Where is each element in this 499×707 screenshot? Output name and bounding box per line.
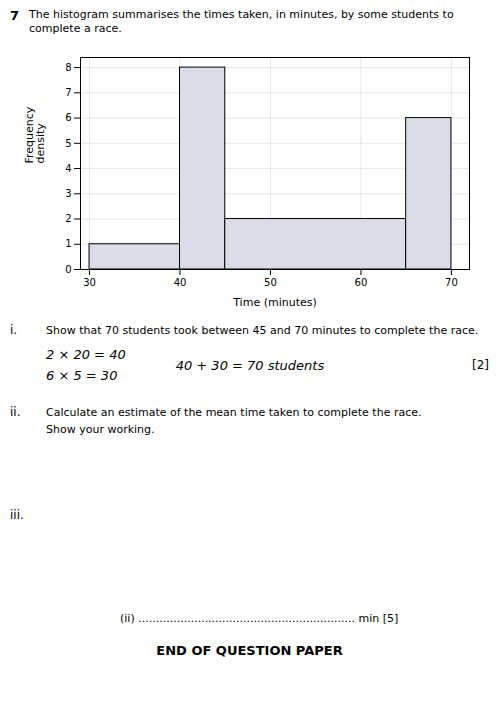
svg-text:4: 4 (65, 162, 71, 173)
html-text:40 + 30 = 70 students: 40 + 30 = 70 students (175, 357, 325, 373)
html-text:6 × 5 = 30: 6 × 5 = 30 (46, 368, 118, 384)
svg-text:5: 5 (65, 137, 71, 148)
svg-text:2: 2 (65, 213, 71, 224)
svg-text:60: 60 (355, 276, 368, 287)
html-text:(ii) .........................: (ii) ...................................… (120, 612, 399, 626)
svg-text:30: 30 (83, 276, 96, 287)
html-text:The histogram summarises the t: The histogram summarises the times taken… (29, 8, 454, 36)
html-text:[2]: [2] (472, 358, 489, 373)
svg-text:Frequencydensity: Frequencydensity (23, 106, 47, 163)
html-text:2 × 20 = 40: 2 × 20 = 40 (46, 347, 126, 363)
svg-text:3: 3 (65, 188, 71, 199)
svg-text:0: 0 (65, 263, 71, 274)
html-text:END OF QUESTION PAPER: END OF QUESTION PAPER (156, 643, 343, 659)
svg-text:6: 6 (65, 112, 71, 123)
html-text:iii.: iii. (10, 508, 24, 523)
svg-text:40: 40 (174, 276, 187, 287)
svg-text:70: 70 (445, 276, 458, 287)
html-text:Show that 70 students took bet: Show that 70 students took between 45 an… (46, 323, 479, 337)
html-text:ii.: ii. (10, 405, 21, 420)
svg-text:8: 8 (65, 61, 71, 72)
html-text:i.: i. (10, 322, 18, 337)
html-text:Calculate an estimate of the m: Calculate an estimate of the mean time t… (46, 406, 422, 436)
html-text:7: 7 (10, 8, 19, 23)
svg-text:50: 50 (264, 276, 277, 287)
svg-text:Time (minutes): Time (minutes) (232, 295, 317, 308)
svg-text:1: 1 (65, 238, 71, 249)
svg-text:7: 7 (65, 87, 71, 98)
